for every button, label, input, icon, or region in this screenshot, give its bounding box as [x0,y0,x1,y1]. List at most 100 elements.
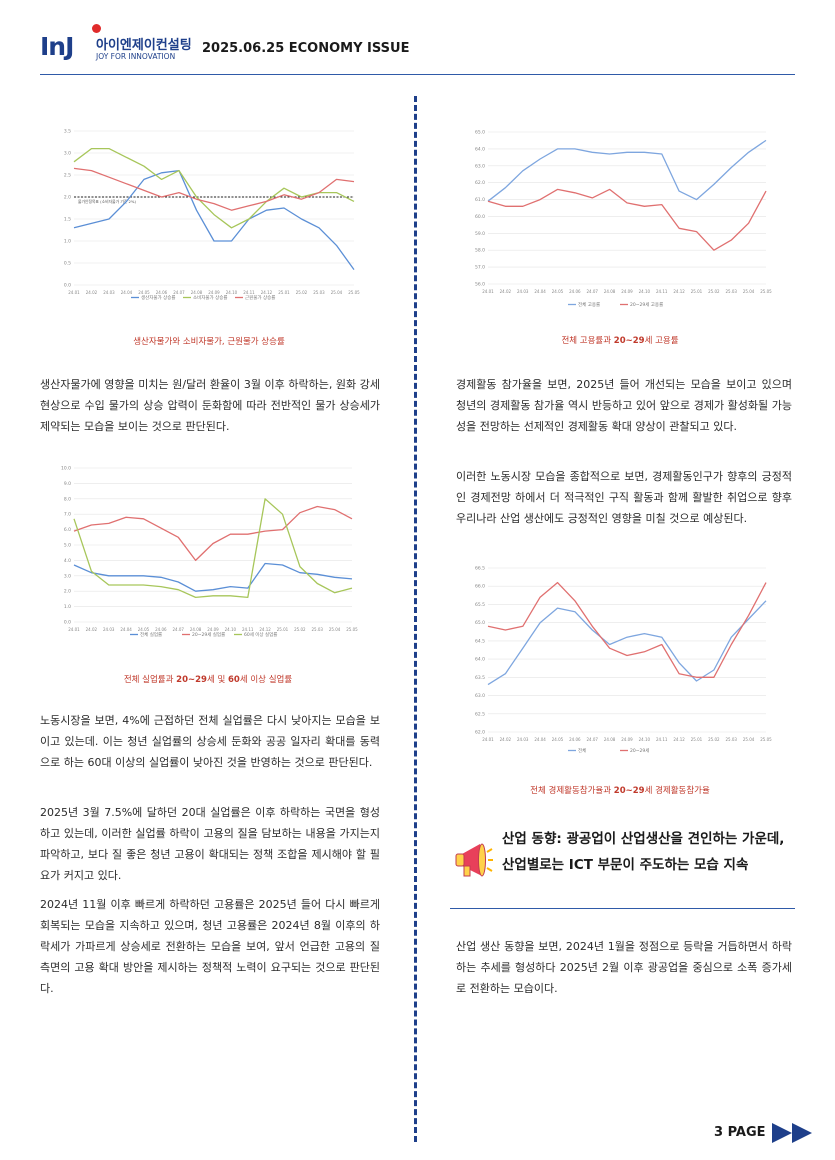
column-divider [414,96,417,1142]
y-tick-label: 62.0 [475,730,485,736]
y-tick-label: 2.0 [64,589,71,595]
right-paragraph-1: 경제활동 참가율을 보면, 2025년 들어 개선되는 모습을 보이고 있으며 … [456,378,792,433]
x-tick-label: 25.02 [708,289,720,294]
logo-english-tagline: JOY FOR INNOVATION [96,52,176,61]
y-tick-label: 0.0 [64,283,71,289]
legend-label: 20~29세 실업률 [192,631,225,638]
x-tick-label: 24.03 [517,737,529,742]
chart-caption-3: 전체 고용률과 20~29세 고용률 [561,336,679,346]
x-tick-label: 24.05 [138,627,150,632]
y-tick-label: 9.0 [64,481,71,487]
series-line-3 [73,167,355,211]
x-tick-label: 24.07 [173,290,185,295]
x-tick-label: 24.09 [207,627,219,632]
x-tick-label: 24.08 [191,290,203,295]
y-tick-label: 56.0 [475,282,485,288]
x-tick-label: 25.04 [331,290,343,295]
x-tick-label: 24.10 [639,737,651,742]
x-tick-label: 25.01 [278,290,290,295]
y-tick-label: 60.0 [475,214,485,220]
page-header: InJ 아이엔제이컨설팅 JOY FOR INNOVATION 2025.06.… [0,0,835,80]
right-paragraph-3: 산업 생산 동향을 보면, 2024년 1월을 정점으로 등락을 거듭하면서 하… [456,940,792,995]
x-tick-label: 24.04 [121,290,133,295]
x-tick-label: 24.05 [552,737,564,742]
x-tick-label: 25.03 [726,289,738,294]
x-tick-label: 24.01 [68,290,80,295]
y-tick-label: 4.0 [64,558,71,564]
x-tick-label: 24.01 [68,627,80,632]
y-tick-label: 65.5 [475,602,485,608]
y-tick-label: 66.0 [475,584,485,590]
y-tick-label: 1.0 [64,239,71,245]
x-tick-label: 24.08 [604,737,616,742]
x-tick-label: 24.02 [500,289,512,294]
x-tick-label: 24.12 [673,289,685,294]
megaphone-icon [455,843,493,877]
y-tick-label: 62.5 [475,711,485,717]
x-tick-label: 24.04 [120,627,132,632]
y-tick-label: 8.0 [64,496,71,502]
chart-participation-rate-svg: 66.5 66.0 65.5 65.0 64.5 64.0 63.5 63.0 62.5 62.0… [475,566,772,755]
x-tick-label: 24.11 [242,627,254,632]
right-paragraph-2: 이러한 노동시장 모습을 종합적으로 보면, 경제활동인구가 향후의 긍정적인 … [456,470,792,525]
x-tick-label: 25.03 [313,290,325,295]
x-tick-label: 24.07 [587,289,599,294]
x-tick-label: 25.04 [329,627,341,632]
left-paragraph-3: 2025년 3월 7.5%에 달하던 20대 실업률은 이후 하락하는 국면을 … [40,806,380,882]
legend-label: 20~29세 [630,747,649,754]
y-tick-label: 58.0 [475,248,485,254]
y-tick-label: 3.0 [64,573,71,579]
legend-label: 소비자물가 상승률 [193,294,228,301]
x-tick-label: 25.05 [346,627,358,632]
y-tick-label: 57.0 [475,265,485,271]
left-paragraph-2: 노동시장을 보면, 4%에 근접하던 전체 실업률은 다시 낮아지는 모습을 보… [40,714,380,769]
logo-dot-icon [92,24,101,33]
x-tick-label: 25.01 [277,627,289,632]
x-tick-label: 24.10 [226,290,238,295]
x-tick-label: 24.08 [604,289,616,294]
chart-caption-2: 전체 실업률과 20~29세 및 60세 이상 실업률 [123,675,293,685]
x-tick-label: 25.05 [760,289,772,294]
header-divider [40,74,795,75]
legend-label: 근원물가 상승률 [245,294,275,301]
x-tick-label: 24.02 [500,737,512,742]
left-paragraph-1: 생산자물가에 영향을 미치는 원/달러 환율이 3월 이후 하락하는, 원화 강… [40,378,380,433]
x-tick-label: 24.03 [103,627,115,632]
y-tick-label: 0.5 [64,261,71,267]
y-tick-label: 1.5 [64,217,71,223]
x-tick-label: 24.10 [225,627,237,632]
y-tick-label: 7.0 [64,512,71,518]
y-tick-label: 62.0 [475,180,485,186]
x-tick-label: 24.11 [243,290,255,295]
y-tick-label: 65.0 [475,130,485,136]
y-tick-label: 66.5 [475,566,485,572]
x-tick-label: 25.04 [743,737,755,742]
x-tick-label: 24.07 [173,627,185,632]
x-tick-label: 24.04 [534,737,546,742]
x-tick-label: 24.03 [517,289,529,294]
x-tick-label: 24.12 [673,737,685,742]
x-tick-label: 24.08 [190,627,202,632]
x-tick-label: 24.02 [86,290,98,295]
x-tick-label: 25.05 [348,290,360,295]
y-tick-label: 61.0 [475,197,485,203]
y-tick-label: 1.0 [64,604,71,610]
x-tick-label: 25.03 [312,627,324,632]
x-tick-label: 24.10 [639,289,651,294]
chart-caption-1: 생산자물가와 소비자물가, 근원물가 상승률 [133,337,285,347]
x-tick-label: 24.06 [156,290,168,295]
series-line-1 [487,139,767,202]
x-tick-label: 24.02 [86,627,98,632]
chart-price-inflation: 3.5 3.0 2.5 2.0 1.5 1.0 0.5 0.0 24.01 24.02 24.03 2… [58,123,360,303]
x-tick-label: 25.02 [296,290,308,295]
legend-label: 60세 이상 실업률 [244,631,277,638]
chart-caption-4: 전체 경제활동참가율과 20~29세 경제활동참가율 [530,786,710,796]
series-line-2 [487,188,767,251]
y-tick-label: 63.5 [475,675,485,681]
series-line-2 [73,147,355,229]
chart-employment-rate: 65.0 64.0 63.0 62.0 61.0 60.0 59.0 58.0 57.0 56.0… [468,124,772,310]
x-tick-label: 24.06 [569,289,581,294]
section-divider [450,908,795,909]
y-tick-label: 5.0 [64,543,71,549]
x-tick-label: 24.05 [138,290,150,295]
